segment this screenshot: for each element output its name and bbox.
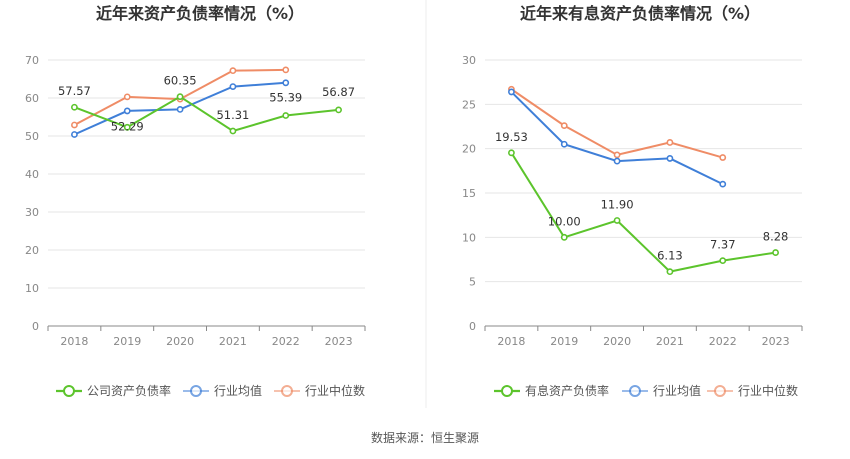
data-point <box>229 67 237 75</box>
data-point <box>508 88 515 96</box>
data-label: 51.31 <box>216 108 249 122</box>
legend-label: 有息资产负债率 <box>525 383 609 398</box>
data-point <box>719 180 727 188</box>
y-tick-label: 10 <box>25 282 39 295</box>
data-point <box>176 93 184 101</box>
data-point <box>666 155 674 162</box>
y-tick-label: 70 <box>25 54 39 67</box>
data-point <box>229 83 237 90</box>
x-tick-label: 2018 <box>60 335 88 348</box>
x-tick-label: 2019 <box>550 335 578 348</box>
legend-marker <box>190 385 202 397</box>
legend-label: 公司资产负债率 <box>87 383 171 398</box>
y-tick-label: 0 <box>469 320 476 333</box>
series-line <box>74 95 339 133</box>
data-point <box>335 106 342 114</box>
data-label: 19.53 <box>495 130 528 144</box>
legend-marker <box>63 385 75 397</box>
data-label: 57.57 <box>58 84 91 98</box>
data-point <box>71 131 78 138</box>
y-tick-label: 10 <box>462 231 476 244</box>
y-tick-label: 30 <box>25 206 39 219</box>
data-point <box>719 257 727 265</box>
data-point <box>229 127 237 135</box>
x-tick-label: 2018 <box>497 335 525 348</box>
data-point <box>71 121 78 129</box>
data-point <box>176 106 184 113</box>
y-tick-label: 0 <box>32 320 39 333</box>
legend-marker <box>501 385 513 397</box>
x-tick-label: 2022 <box>709 335 737 348</box>
legend-label: 行业中位数 <box>738 383 798 398</box>
data-label: 55.39 <box>269 91 302 105</box>
data-label: 11.90 <box>601 197 634 211</box>
data-point <box>666 139 674 146</box>
legend-marker <box>714 385 726 397</box>
data-point <box>719 154 727 161</box>
data-point <box>71 103 78 111</box>
y-tick-label: 50 <box>25 130 39 143</box>
data-point <box>508 149 515 157</box>
data-point <box>560 122 568 130</box>
data-label: 7.37 <box>710 238 736 252</box>
x-tick-label: 2021 <box>219 335 247 348</box>
data-point <box>560 233 568 241</box>
chart-title: 近年来有息资产负债率情况（%） <box>520 4 760 23</box>
data-point <box>123 107 131 115</box>
data-label: 6.13 <box>657 249 683 263</box>
legend-label: 行业均值 <box>214 383 262 398</box>
source-text: 数据来源：恒生聚源 <box>371 430 479 445</box>
data-label: 52.29 <box>111 119 144 133</box>
x-tick-label: 2023 <box>325 335 353 348</box>
data-point <box>282 79 290 87</box>
data-point <box>282 66 290 74</box>
y-tick-label: 40 <box>25 168 39 181</box>
legend-label: 行业中位数 <box>305 383 365 398</box>
y-tick-label: 20 <box>462 143 476 156</box>
x-tick-label: 2020 <box>166 335 194 348</box>
legend-marker <box>281 385 293 397</box>
chart-2: 近年来有息资产负债率情况（%） 0 5 10 15 20 25 30 2018 2019 2020 2… <box>462 4 803 398</box>
chart-1: 近年来资产负债率情况（%） 0 10 20 30 40 50 60 70 2018 2019 2020… <box>25 4 366 398</box>
series-line <box>510 152 776 273</box>
data-label: 8.28 <box>763 230 789 244</box>
y-tick-label: 25 <box>462 98 476 111</box>
series-line <box>510 91 724 186</box>
legend-marker <box>629 385 641 397</box>
x-tick-label: 2019 <box>113 335 141 348</box>
legend-label: 行业均值 <box>653 383 701 398</box>
data-label: 56.87 <box>322 85 355 99</box>
y-tick-label: 30 <box>462 54 476 67</box>
x-tick-label: 2021 <box>656 335 684 348</box>
x-tick-label: 2022 <box>272 335 300 348</box>
data-point <box>613 157 621 165</box>
data-point <box>613 217 621 224</box>
data-point <box>666 268 674 276</box>
y-tick-label: 60 <box>25 92 39 105</box>
data-point <box>772 249 779 256</box>
data-point <box>123 123 131 131</box>
data-point <box>613 151 621 159</box>
data-label: 10.00 <box>548 214 581 228</box>
data-point <box>282 112 290 119</box>
y-tick-label: 15 <box>462 187 476 200</box>
chart-title: 近年来资产负债率情况（%） <box>96 4 304 23</box>
y-tick-label: 5 <box>469 276 476 289</box>
data-point <box>123 93 131 101</box>
x-tick-label: 2023 <box>762 335 790 348</box>
y-tick-label: 20 <box>25 244 39 257</box>
data-label: 60.35 <box>164 74 197 88</box>
x-tick-label: 2020 <box>603 335 631 348</box>
data-point <box>560 140 568 148</box>
